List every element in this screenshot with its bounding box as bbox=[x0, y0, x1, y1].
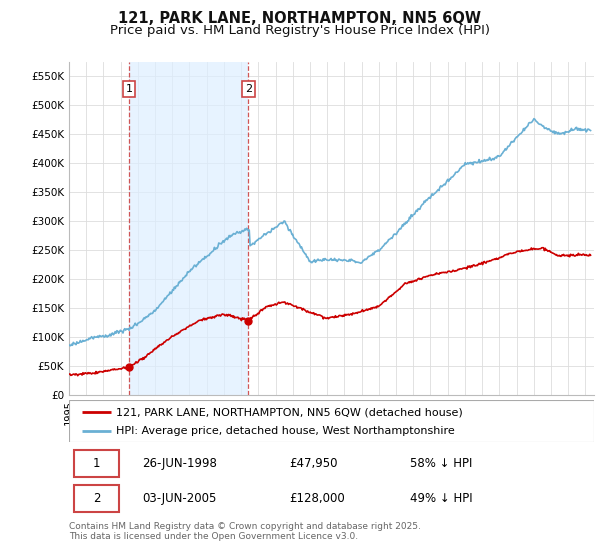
Text: Price paid vs. HM Land Registry's House Price Index (HPI): Price paid vs. HM Land Registry's House … bbox=[110, 24, 490, 37]
Text: 49% ↓ HPI: 49% ↓ HPI bbox=[410, 492, 473, 505]
Text: 121, PARK LANE, NORTHAMPTON, NN5 6QW (detached house): 121, PARK LANE, NORTHAMPTON, NN5 6QW (de… bbox=[116, 407, 463, 417]
Text: £128,000: £128,000 bbox=[290, 492, 345, 505]
Text: 26-JUN-1998: 26-JUN-1998 bbox=[143, 457, 217, 470]
Bar bbox=[74, 450, 119, 477]
Text: 03-JUN-2005: 03-JUN-2005 bbox=[143, 492, 217, 505]
Text: 58% ↓ HPI: 58% ↓ HPI bbox=[410, 457, 473, 470]
Text: 121, PARK LANE, NORTHAMPTON, NN5 6QW: 121, PARK LANE, NORTHAMPTON, NN5 6QW bbox=[119, 11, 482, 26]
Text: HPI: Average price, detached house, West Northamptonshire: HPI: Average price, detached house, West… bbox=[116, 426, 455, 436]
Text: 1: 1 bbox=[125, 84, 133, 94]
Text: Contains HM Land Registry data © Crown copyright and database right 2025.
This d: Contains HM Land Registry data © Crown c… bbox=[69, 522, 421, 542]
Text: 2: 2 bbox=[245, 84, 252, 94]
Bar bbox=[129, 62, 248, 395]
Text: £47,950: £47,950 bbox=[290, 457, 338, 470]
Bar bbox=[74, 485, 119, 512]
Text: 2: 2 bbox=[93, 492, 100, 505]
Text: 1: 1 bbox=[93, 457, 100, 470]
